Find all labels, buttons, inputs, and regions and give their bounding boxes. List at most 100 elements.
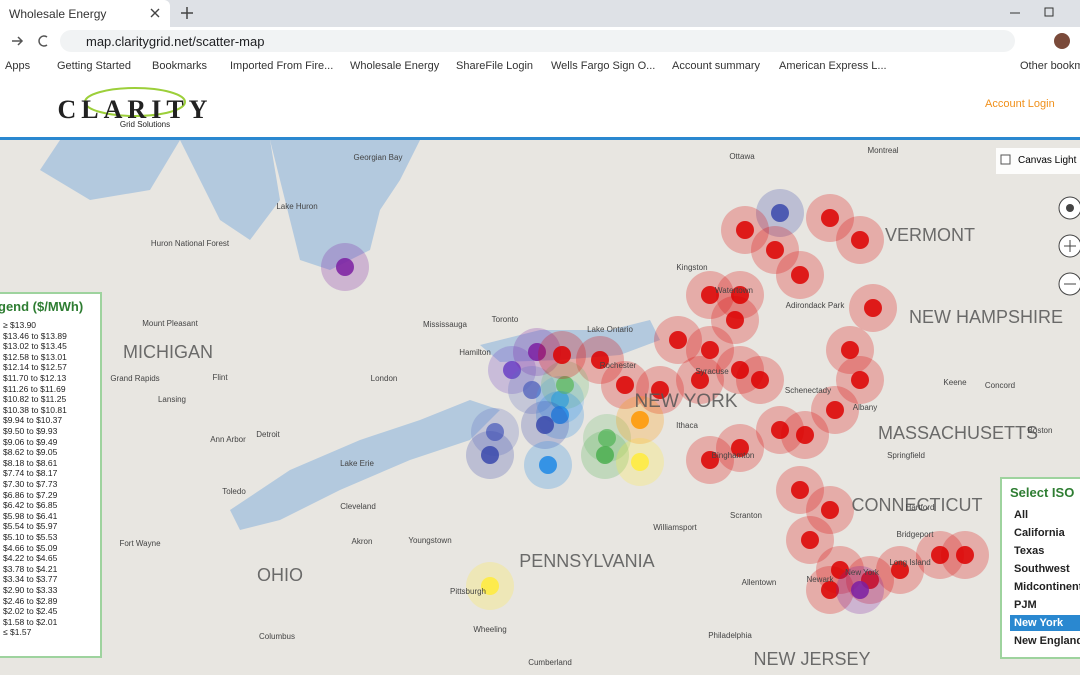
legend-item: $13.46 to $13.89 [3, 330, 67, 341]
heat-point [551, 391, 569, 409]
logo[interactable]: CLARITY Grid Solutions [25, 78, 285, 137]
place-label: Georgian Bay [354, 153, 403, 162]
heat-point [691, 371, 709, 389]
heat-point [701, 341, 719, 359]
place-label: Boston [1028, 426, 1053, 435]
place-label: Mount Pleasant [142, 319, 198, 328]
heat-point [851, 231, 869, 249]
bookmark[interactable]: Bookmarks [152, 60, 208, 72]
legend-item: $1.58 to $2.01 [3, 616, 58, 627]
iso-option[interactable]: New England [1014, 635, 1080, 647]
legend-item: $12.58 to $13.01 [3, 351, 67, 362]
tab-bar: Wholesale Energy [0, 0, 1080, 27]
legend-item: $8.62 to $9.05 [3, 447, 58, 458]
place-label: London [371, 374, 398, 383]
new-tab[interactable] [180, 6, 194, 20]
window-controls[interactable] [1000, 6, 1080, 20]
bookmark[interactable]: Apps [5, 60, 31, 72]
legend-item: $5.98 to $6.41 [3, 510, 58, 521]
place-label: Concord [985, 381, 1015, 390]
legend-item: ≤ $1.57 [3, 627, 32, 638]
heat-point [736, 221, 754, 239]
iso-option[interactable]: PJM [1014, 599, 1037, 611]
legend: gend ($/MWh) ≥ $13.90 $13.46 to $13.89 $13.… [0, 292, 102, 658]
map-controls[interactable] [1058, 196, 1080, 296]
legend-item: $3.78 to $4.21 [3, 563, 58, 574]
legend-item: $9.94 to $10.37 [3, 415, 63, 426]
heat-point [553, 346, 571, 364]
login-link[interactable]: Account Login [985, 98, 1055, 110]
legend-item: $5.54 to $5.97 [3, 521, 58, 532]
iso-title: Select ISO [1010, 485, 1075, 500]
legend-item: $11.26 to $11.69 [3, 383, 66, 394]
place-label: Adirondack Park [786, 301, 846, 310]
heat-point [481, 446, 499, 464]
heat-point [539, 456, 557, 474]
heat-point [766, 241, 784, 259]
profile[interactable] [1040, 27, 1080, 55]
nav-buttons[interactable] [0, 27, 60, 55]
legend-item: $5.10 to $5.53 [3, 532, 58, 542]
bookmarks-bar: Apps Getting Started Bookmarks Imported Fro… [0, 55, 1080, 79]
legend-item: $2.46 to $2.89 [3, 595, 58, 606]
heat-point [336, 258, 354, 276]
legend-item: $6.42 to $6.85 [3, 500, 58, 511]
iso-option[interactable]: All [1014, 509, 1029, 521]
bookmark[interactable]: Wells Fargo Sign O... [551, 60, 656, 72]
place-label: Lake Huron [276, 202, 317, 211]
place-label: Binghamton [712, 451, 755, 460]
checkbox[interactable] [1000, 154, 1012, 166]
legend-item: $7.30 to $7.73 [3, 479, 58, 489]
place-label: Fort Wayne [119, 539, 161, 548]
iso-option[interactable]: Texas [1014, 545, 1045, 557]
place-label: Wheeling [473, 625, 506, 634]
legend-item: $12.14 to $12.57 [3, 362, 67, 373]
map: MICHIGAN OHIO PENNSYLVANIA NEW YORK VERMONT N… [0, 140, 1080, 675]
heat-point [528, 343, 546, 361]
place-label: Ann Arbor [210, 435, 246, 444]
bookmark[interactable]: American Express L... [779, 60, 887, 72]
bookmark[interactable]: Other bookma... [1020, 60, 1080, 72]
heat-point [791, 481, 809, 499]
state-label: PENNSYLVANIA [519, 551, 654, 571]
close-icon[interactable] [150, 8, 160, 18]
place-label: Philadelphia [708, 631, 752, 640]
bookmark[interactable]: Account summary [672, 60, 761, 72]
place-label: Long Island [889, 558, 930, 567]
place-label: Schenectady [785, 386, 831, 395]
omnibox[interactable]: map.claritygrid.net/scatter-map [60, 30, 1015, 52]
place-label: Toledo [222, 487, 246, 496]
bookmark[interactable]: ShareFile Login [456, 60, 534, 72]
heat-point [851, 581, 869, 599]
legend-item: $13.02 to $13.45 [3, 341, 67, 352]
heat-point [731, 439, 749, 457]
place-label: Huron National Forest [151, 239, 230, 248]
iso-option[interactable]: California [1014, 527, 1065, 539]
heat-point [851, 371, 869, 389]
heat-point [841, 341, 859, 359]
heat-point [726, 311, 744, 329]
place-label: Watertown [715, 286, 753, 295]
iso-option[interactable]: Midcontinent [1014, 581, 1080, 593]
heat-point [751, 371, 769, 389]
place-label: Toronto [492, 315, 519, 324]
url: map.claritygrid.net/scatter-map [86, 34, 265, 49]
heat-point [631, 411, 649, 429]
bookmark[interactable]: Imported From Fire... [230, 60, 334, 72]
place-label: Bridgeport [897, 530, 935, 539]
legend-item: $3.34 to $3.77 [3, 574, 58, 585]
place-label: Lake Erie [340, 459, 374, 468]
canvas-toggle[interactable]: Canvas Light [996, 148, 1080, 174]
heat-point [731, 286, 749, 304]
place-label: Albany [853, 403, 877, 412]
tab[interactable]: Wholesale Energy [0, 0, 170, 27]
iso-option[interactable]: Southwest [1014, 563, 1070, 575]
place-label: Montreal [867, 146, 898, 155]
place-label: Hartford [906, 503, 935, 512]
bookmark[interactable]: Getting Started [57, 60, 131, 72]
bookmark[interactable]: Wholesale Energy [350, 60, 440, 72]
iso-option[interactable]: New York [1010, 615, 1080, 631]
state-label: NEW HAMPSHIRE [909, 307, 1063, 327]
place-label: Detroit [256, 430, 280, 439]
legend-item: $10.82 to $11.25 [3, 394, 67, 405]
